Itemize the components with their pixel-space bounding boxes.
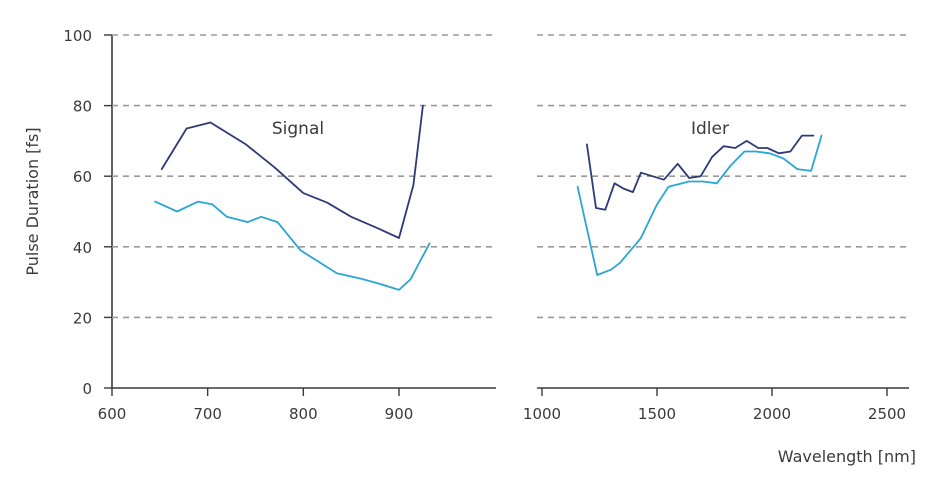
x-tick-label: 600 — [98, 405, 127, 423]
x-tick-label: 900 — [385, 405, 414, 423]
series-line-dark — [586, 134, 815, 211]
x-axis-title: Wavelength [nm] — [778, 447, 916, 466]
series-line-dark — [160, 104, 424, 239]
y-tick-label: 100 — [63, 27, 92, 45]
panel-annotation-signal: Signal — [272, 119, 324, 139]
x-tick-label: 700 — [193, 405, 222, 423]
panel-annotation-idler: Idler — [691, 119, 729, 139]
x-tick-label: 1500 — [638, 405, 676, 423]
y-tick-label: 20 — [73, 309, 92, 327]
x-tick-label: 2000 — [753, 405, 791, 423]
series-line-light — [154, 200, 431, 291]
y-tick-label: 40 — [73, 239, 92, 257]
y-tick-label: 80 — [73, 98, 92, 116]
x-tick-label: 800 — [289, 405, 318, 423]
y-axis-title: Pulse Duration [fs] — [23, 127, 42, 275]
x-tick-label: 1000 — [523, 405, 561, 423]
y-tick-label: 0 — [82, 380, 92, 398]
series-line-light — [576, 134, 823, 276]
y-tick-label: 60 — [73, 168, 92, 186]
x-tick-label: 2500 — [868, 405, 906, 423]
